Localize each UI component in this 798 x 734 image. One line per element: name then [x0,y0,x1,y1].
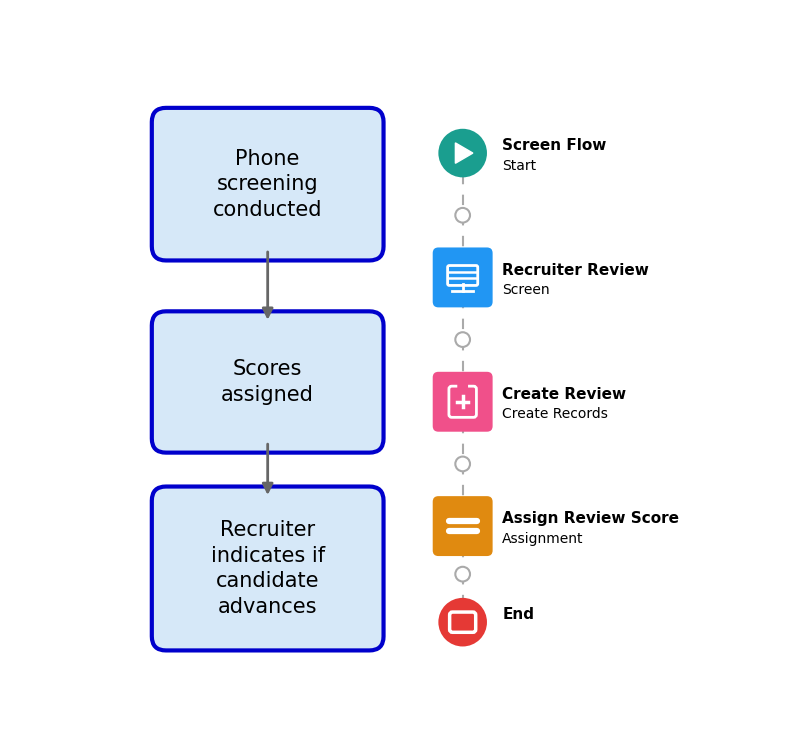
FancyBboxPatch shape [448,266,478,286]
Text: Assign Review Score: Assign Review Score [502,512,679,526]
Circle shape [456,208,470,222]
Text: Assignment: Assignment [502,531,583,545]
Text: Create Records: Create Records [502,407,608,421]
FancyBboxPatch shape [449,612,476,632]
Text: Create Review: Create Review [502,387,626,402]
FancyBboxPatch shape [449,386,476,418]
Circle shape [438,598,487,647]
Text: Scores
assigned: Scores assigned [221,359,314,404]
Circle shape [438,128,487,178]
Text: Phone
screening
conducted: Phone screening conducted [213,148,322,219]
Text: End: End [502,607,534,622]
Polygon shape [456,143,473,163]
Text: Recruiter
indicates if
candidate
advances: Recruiter indicates if candidate advance… [211,520,325,617]
FancyBboxPatch shape [152,108,384,261]
Circle shape [456,567,470,581]
FancyBboxPatch shape [433,496,492,556]
Text: Screen Flow: Screen Flow [502,138,606,153]
Text: Screen: Screen [502,283,550,297]
Text: Recruiter Review: Recruiter Review [502,263,649,277]
FancyBboxPatch shape [152,311,384,453]
Text: Start: Start [502,159,536,172]
FancyBboxPatch shape [152,487,384,650]
Circle shape [456,333,470,347]
Circle shape [456,457,470,471]
FancyBboxPatch shape [433,372,492,432]
FancyBboxPatch shape [433,247,492,308]
FancyBboxPatch shape [457,380,468,393]
